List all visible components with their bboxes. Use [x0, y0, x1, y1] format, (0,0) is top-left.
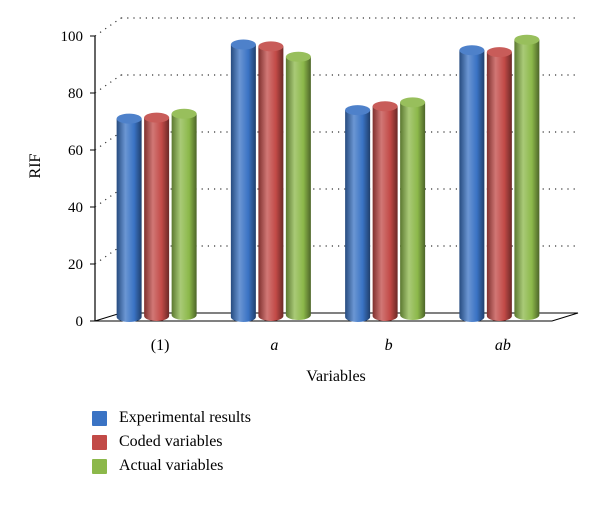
bar-experimental-results-3: [459, 45, 485, 322]
legend-label-actual: Actual variables: [119, 457, 224, 474]
bar-actual-variables-3: [514, 34, 540, 320]
y-tick-label: 60: [68, 143, 83, 159]
gridline-depth: [94, 17, 122, 37]
chart-frame: [94, 36, 579, 322]
x-axis-title: Variables: [306, 368, 366, 385]
bar-coded-variables-2: [372, 101, 398, 321]
y-axis-ticks: 0 20 40 60 80 100: [61, 29, 95, 330]
legend-item-experimental: Experimental results: [92, 406, 251, 430]
bar-coded-variables-1: [258, 41, 284, 322]
bar-actual-variables-0: [171, 108, 197, 320]
bar-coded-variables-3: [486, 47, 512, 321]
legend-label-experimental: Experimental results: [119, 409, 251, 426]
legend-swatch-coded: [92, 434, 107, 450]
y-tick-label: 100: [61, 29, 84, 45]
x-tick-label: (1): [151, 337, 170, 354]
bar-experimental-results-0: [116, 113, 142, 323]
x-axis-ticks: (1) a b ab: [151, 337, 511, 354]
legend-swatch-actual: [92, 458, 107, 474]
x-tick-label: ab: [495, 337, 511, 354]
bar-coded-variables-0: [144, 112, 170, 322]
x-tick-label: a: [270, 337, 278, 354]
gridline-depth: [94, 74, 122, 94]
y-axis-title: RIF: [27, 153, 44, 178]
y-tick-label: 20: [68, 257, 83, 273]
chart-floor: [94, 312, 579, 322]
y-tick-label: 40: [68, 200, 83, 216]
legend-label-coded: Coded variables: [119, 433, 223, 450]
legend-swatch-experimental: [92, 410, 107, 426]
bar-actual-variables-1: [285, 51, 311, 321]
bar-actual-variables-2: [400, 97, 426, 321]
y-tick-label: 0: [76, 314, 84, 330]
bar-experimental-results-1: [230, 39, 256, 323]
y-tick-label: 80: [68, 86, 83, 102]
legend-item-actual: Actual variables: [92, 454, 251, 478]
legend-item-coded: Coded variables: [92, 430, 251, 454]
bars: [116, 34, 540, 323]
legend: Experimental results Coded variables Act…: [92, 406, 251, 478]
bar-experimental-results-2: [345, 105, 371, 322]
x-tick-label: b: [385, 337, 393, 354]
